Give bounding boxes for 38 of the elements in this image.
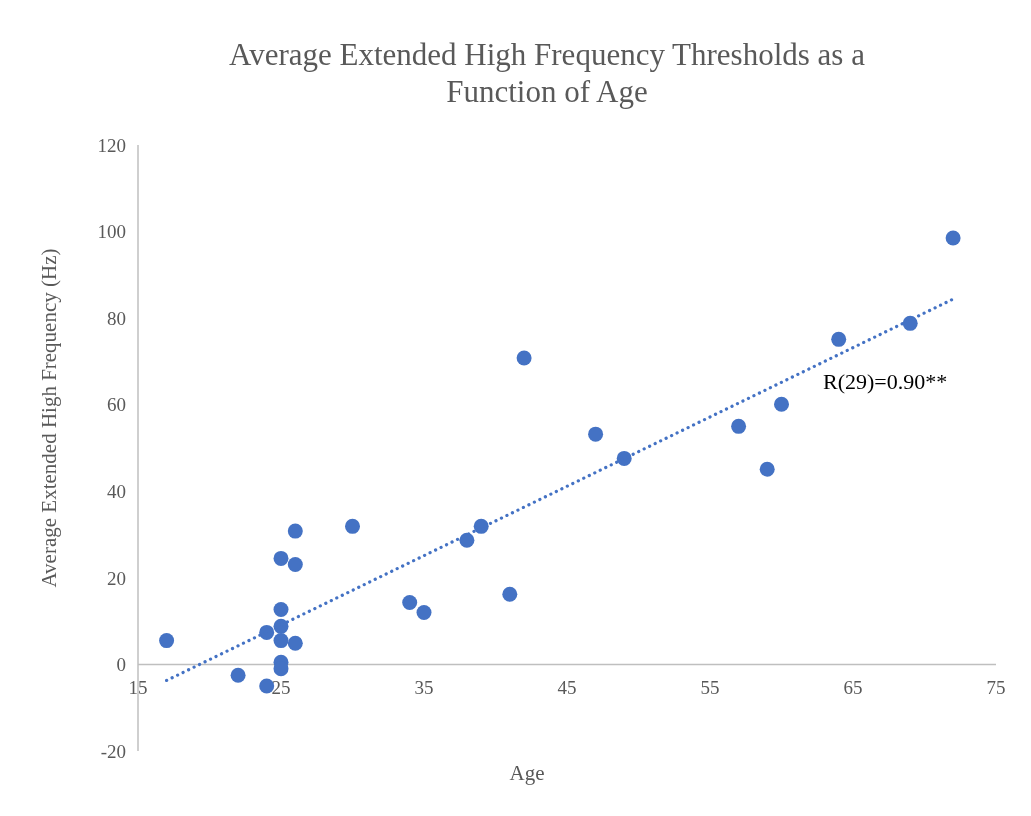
point bbox=[287, 523, 303, 539]
point bbox=[759, 461, 775, 477]
y-tick-label: 60 bbox=[107, 394, 126, 416]
point bbox=[516, 350, 532, 366]
point bbox=[273, 601, 289, 617]
x-axis-title: Age bbox=[509, 761, 545, 785]
y-tick-label: 80 bbox=[107, 307, 126, 329]
x-tick-label: 75 bbox=[986, 677, 1006, 699]
annotation: R(29)=0.90** bbox=[823, 368, 948, 394]
point bbox=[731, 418, 747, 434]
y-tick-label: -20 bbox=[100, 740, 126, 762]
point bbox=[416, 604, 432, 620]
x-tick-label: 65 bbox=[843, 677, 863, 699]
y-tick-label: 100 bbox=[97, 221, 126, 243]
chart-title: Average Extended High Frequency Thresholds as a Function of Age bbox=[229, 37, 866, 109]
y-tick-label: 20 bbox=[107, 567, 126, 589]
point bbox=[502, 586, 518, 602]
point bbox=[159, 633, 175, 649]
point bbox=[774, 396, 789, 412]
point bbox=[287, 635, 303, 651]
y-tick-label: 0 bbox=[116, 654, 126, 676]
x-tick-label: 25 bbox=[271, 677, 291, 699]
point bbox=[831, 331, 847, 347]
point bbox=[287, 556, 303, 572]
x-tick-label: 45 bbox=[557, 677, 577, 699]
y-tick-label: 40 bbox=[107, 480, 126, 502]
x-tick-label: 55 bbox=[700, 677, 720, 699]
point bbox=[588, 426, 604, 442]
x-tick-label: 15 bbox=[128, 677, 148, 699]
y-tick-label: 120 bbox=[97, 134, 126, 156]
x-tick-label: 35 bbox=[414, 677, 434, 699]
point bbox=[230, 667, 246, 683]
point bbox=[273, 633, 289, 649]
point bbox=[402, 595, 418, 611]
point bbox=[945, 230, 961, 246]
point bbox=[345, 518, 360, 534]
y-axis-title: Average Extended High Frequency (Hz) bbox=[37, 248, 61, 588]
point bbox=[273, 550, 289, 566]
